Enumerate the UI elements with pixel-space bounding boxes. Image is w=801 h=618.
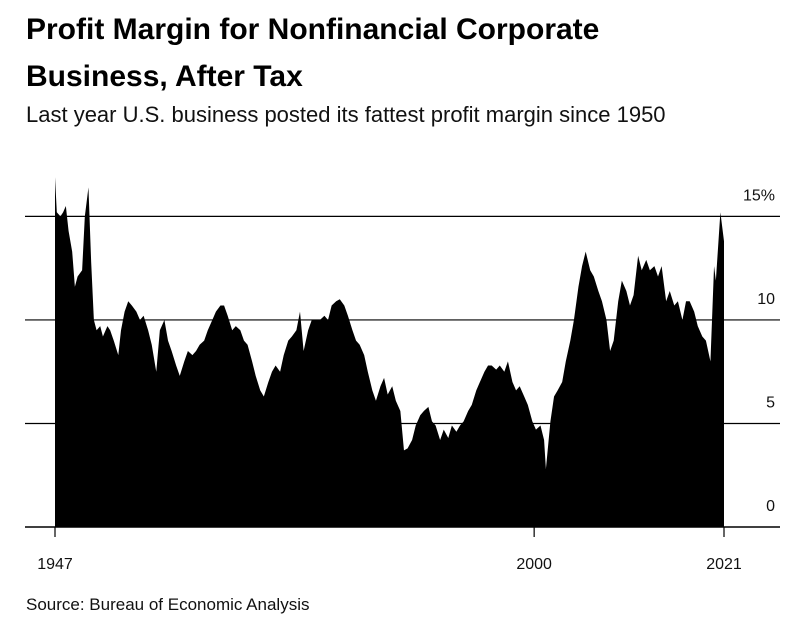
y-tick-label: 15%: [743, 187, 775, 204]
y-tick-label: 0: [766, 498, 775, 515]
area: [55, 177, 724, 527]
y-tick-label: 10: [757, 291, 775, 308]
chart-title: Profit Margin for Nonfinancial Corporate…: [26, 13, 600, 93]
source-note: Source: Bureau of Economic Analysis: [26, 595, 310, 614]
chart-subtitle: Last year U.S. business posted its fatte…: [26, 102, 666, 127]
x-tick-label: 1947: [37, 556, 73, 573]
x-tick-label: 2021: [706, 556, 742, 573]
chart: 0 5 10 15% 1947 2000 2021: [25, 177, 780, 573]
x-tick-label: 2000: [516, 556, 552, 573]
y-tick-label: 5: [766, 394, 775, 411]
